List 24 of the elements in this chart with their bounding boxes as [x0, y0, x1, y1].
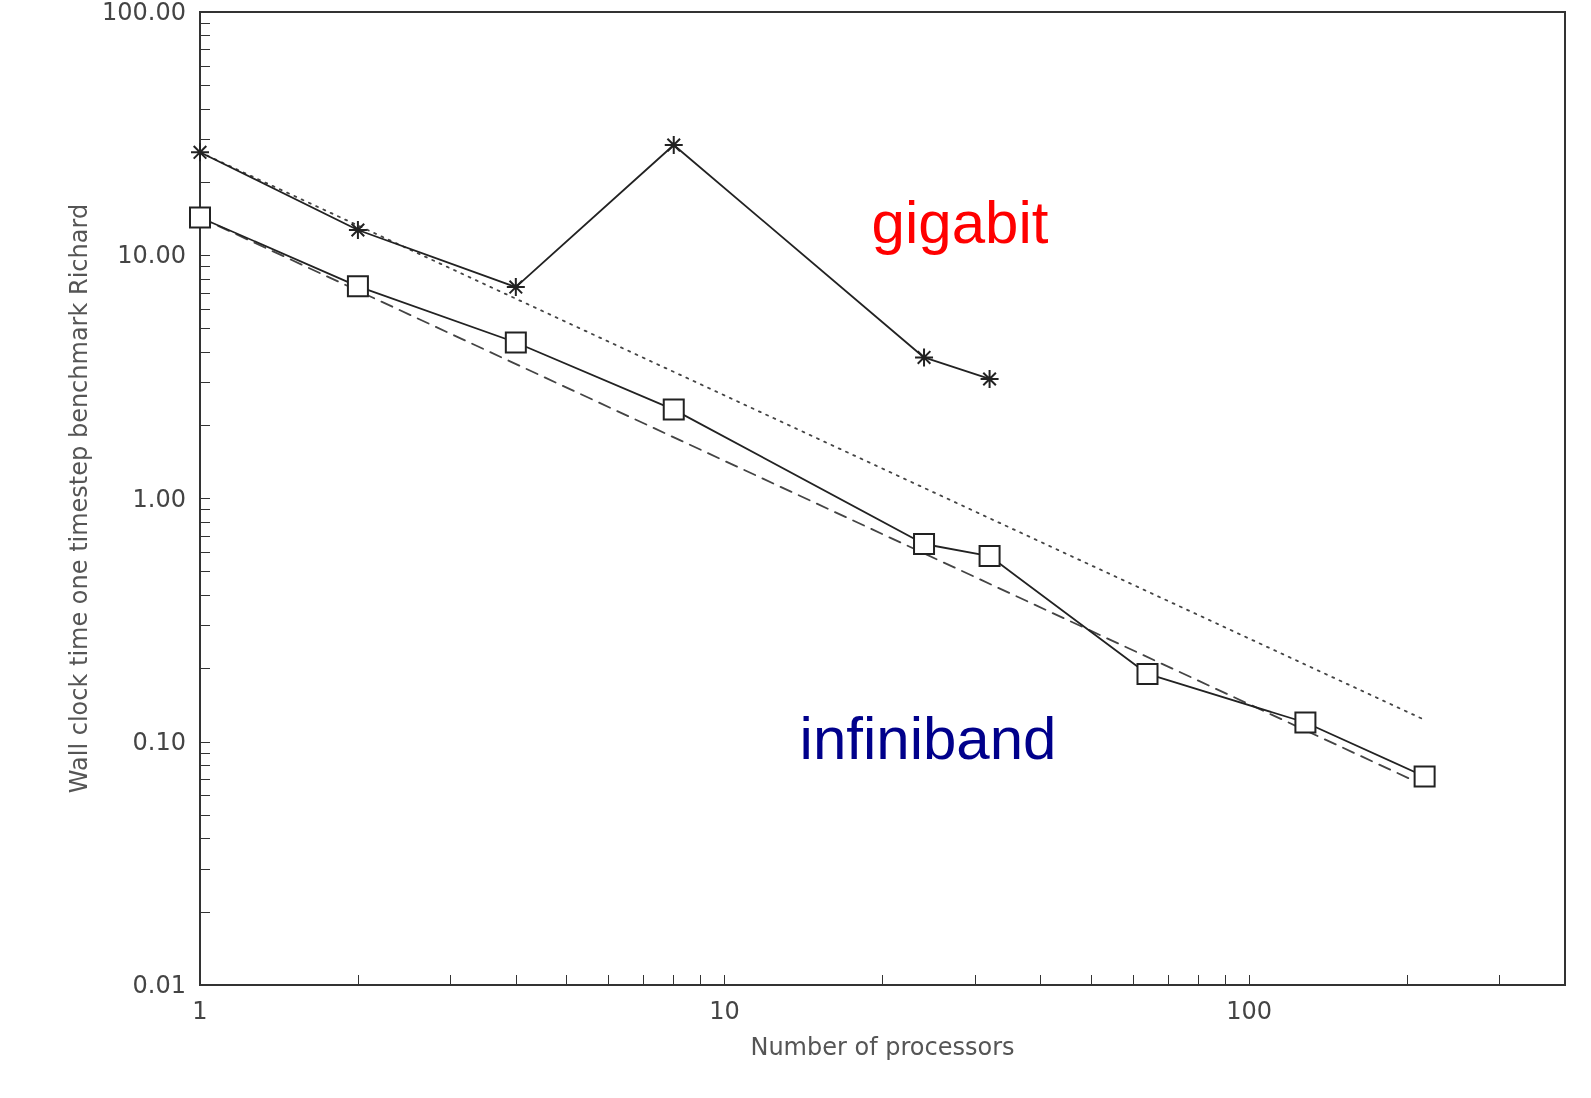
y-tick-label: 0.10 — [132, 727, 186, 756]
x-tick-label: 100 — [1226, 997, 1273, 1025]
annotation: gigabit — [871, 188, 1049, 256]
point — [1294, 711, 1317, 734]
annotation: infiniband — [799, 704, 1057, 772]
x-tick-label: 1 — [192, 997, 208, 1025]
point — [663, 134, 684, 155]
point — [978, 545, 1001, 568]
x-tick-label: 10 — [709, 997, 740, 1025]
y-tick-label: 10.00 — [117, 241, 186, 270]
y-tick-label: 1.00 — [132, 484, 186, 513]
point — [979, 368, 1000, 389]
point — [504, 331, 527, 354]
point — [1136, 662, 1159, 685]
point — [505, 277, 526, 298]
point — [190, 142, 210, 163]
point — [662, 398, 685, 421]
y-tick-label: 100.00 — [102, 0, 186, 26]
x-axis-title: Number of processors — [750, 1033, 1015, 1061]
point — [347, 220, 368, 240]
y-tick-label: 0.01 — [132, 971, 186, 999]
point — [346, 275, 369, 298]
y-axis-title: Wall clock time one timestep benchmark Richard — [65, 203, 94, 794]
point — [189, 206, 211, 229]
